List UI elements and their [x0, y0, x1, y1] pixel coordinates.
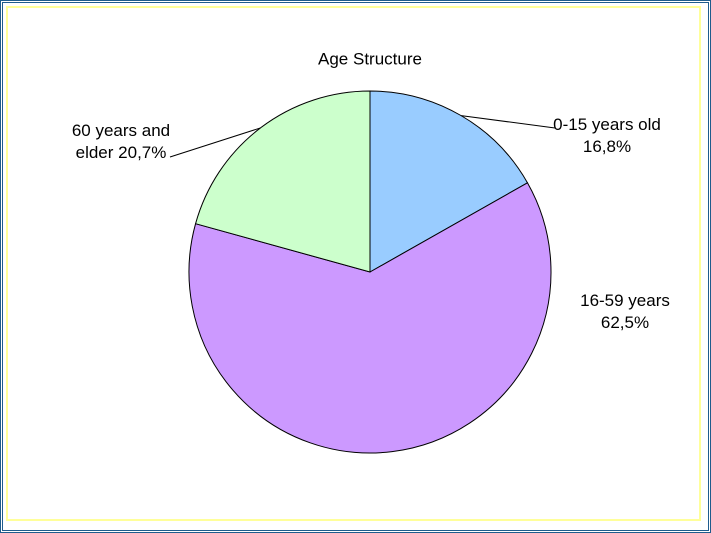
leader-line	[169, 127, 261, 158]
pie-slice	[194, 90, 371, 273]
chart-title: Age Structure	[318, 49, 422, 68]
slice-label: 16-59 years 62,5%	[560, 290, 690, 334]
pie-slice	[369, 90, 529, 273]
slice-label: 60 years and elder 20,7%	[66, 120, 176, 164]
pie-slice	[188, 182, 552, 454]
value-label: 16,8%	[582, 137, 632, 156]
leader-line	[461, 115, 556, 129]
value-label: 20,7%	[118, 143, 167, 162]
category-label: 0-15 years old	[553, 115, 661, 134]
category-label: 16-59 years	[580, 291, 670, 310]
slice-label: 0-15 years old 16,8%	[548, 114, 666, 158]
value-label: 62,5%	[600, 313, 650, 332]
category-label: 60 years and elder	[71, 121, 171, 162]
